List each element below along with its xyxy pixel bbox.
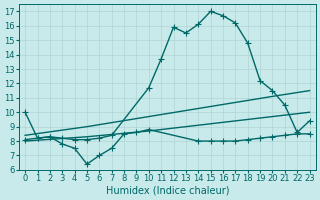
X-axis label: Humidex (Indice chaleur): Humidex (Indice chaleur) [106, 186, 229, 196]
